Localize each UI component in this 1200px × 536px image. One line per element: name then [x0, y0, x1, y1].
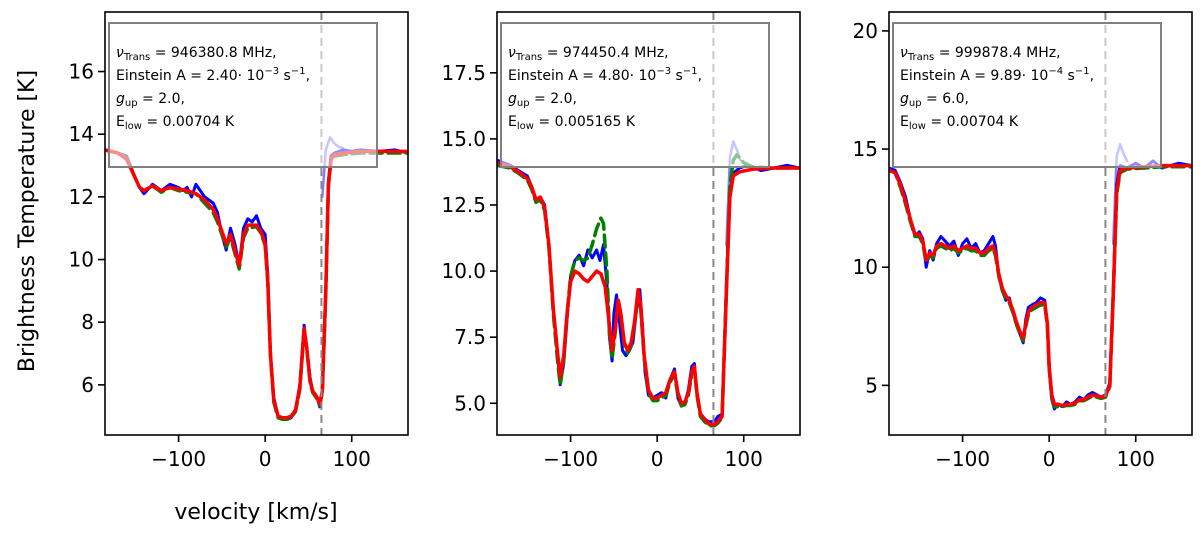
y-tick-label: 10 — [69, 248, 94, 272]
series-model-line — [105, 148, 408, 420]
x-tick-label: −100 — [151, 447, 206, 471]
y-tick-label: 20 — [853, 19, 878, 43]
series-observed-line — [105, 148, 408, 421]
y-tick-label: 5.0 — [454, 391, 486, 415]
x-axis-label: velocity [km/s] — [174, 500, 337, 525]
axes-frame — [496, 11, 801, 436]
annotation-einstein-a: Einstein A = 2.40· 10−3 s−1, — [116, 66, 310, 84]
annotation-einstein-a: Einstein A = 4.80· 10−3 s−1, — [508, 66, 702, 84]
x-tick-label: 100 — [725, 447, 763, 471]
annotation-e-low: Elow = 0.00704 K — [900, 114, 1019, 132]
series-observed-line — [889, 159, 1192, 411]
axes-frame — [888, 11, 1193, 436]
x-tick-label: 100 — [1117, 447, 1155, 471]
annotation-g-up: gup = 6.0, — [900, 91, 969, 109]
y-tick-label: 16 — [69, 60, 94, 84]
annotation-g-up: gup = 2.0, — [508, 91, 577, 109]
x-tick-label: −100 — [543, 447, 598, 471]
panel-2: νTrans = 974450.4 MHz, Einstein A = 4.80·… — [441, 11, 801, 471]
annotation-box — [500, 22, 770, 168]
y-tick-label: 7.5 — [454, 325, 486, 349]
y-tick-label: 14 — [69, 122, 94, 146]
x-tick-label: −100 — [935, 447, 990, 471]
panel-1: νTrans = 946380.8 MHz, Einstein A = 2.40·… — [69, 11, 409, 471]
y-tick-label: 10 — [853, 255, 878, 279]
series-fit-line — [105, 148, 408, 422]
y-tick-label: 17.5 — [441, 61, 486, 85]
y-tick-label: 5 — [865, 373, 878, 397]
y-tick-label: 15.0 — [441, 127, 486, 151]
annotation-g-up: gup = 2.0, — [116, 91, 185, 109]
annotation-box — [108, 22, 378, 168]
axes-frame — [104, 11, 409, 436]
y-tick-label: 15 — [853, 137, 878, 161]
annotation-einstein-a: Einstein A = 9.89· 10−4 s−1, — [900, 66, 1094, 84]
x-tick-label: 0 — [651, 447, 664, 471]
annotation-transition-frequency: νTrans = 974450.4 MHz, — [508, 45, 669, 63]
annotation-e-low: Elow = 0.00704 K — [116, 114, 235, 132]
y-tick-label: 8 — [81, 310, 94, 334]
series-model-line — [497, 160, 800, 427]
annotation-e-low: Elow = 0.005165 K — [508, 114, 636, 132]
x-tick-label: 0 — [1043, 447, 1056, 471]
y-tick-label: 12 — [69, 185, 94, 209]
y-tick-label: 6 — [81, 373, 94, 397]
y-axis-label: Brightness Temperature [K] — [15, 70, 40, 372]
series-model-line — [889, 163, 1192, 408]
annotation-box — [892, 22, 1162, 168]
x-tick-label: 0 — [259, 447, 272, 471]
annotation-transition-frequency: νTrans = 946380.8 MHz, — [116, 45, 277, 63]
y-tick-label: 10.0 — [441, 259, 486, 283]
x-tick-label: 100 — [333, 447, 371, 471]
panel-3: νTrans = 999878.4 MHz, Einstein A = 9.89·… — [853, 11, 1193, 471]
y-tick-label: 12.5 — [441, 193, 486, 217]
series-fit-line — [889, 165, 1192, 409]
annotation-transition-frequency: νTrans = 999878.4 MHz, — [900, 45, 1061, 63]
